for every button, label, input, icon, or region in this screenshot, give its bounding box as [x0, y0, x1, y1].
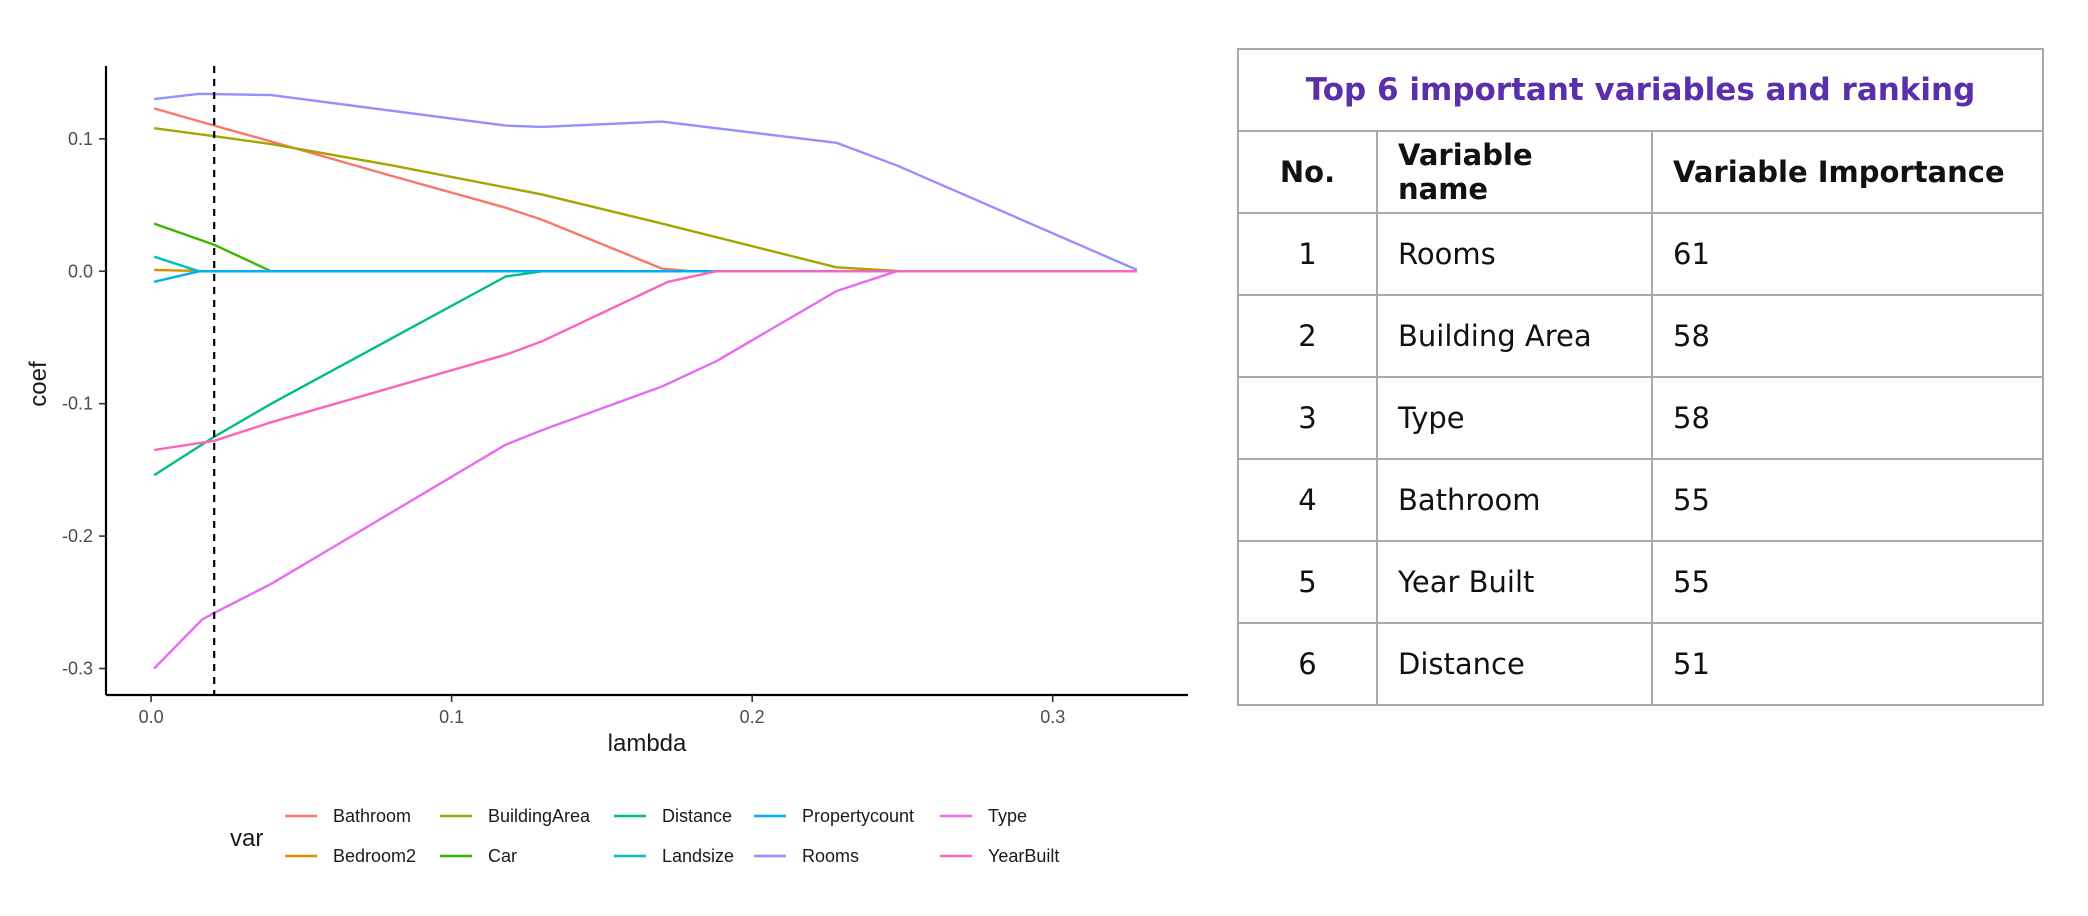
series-line-rooms [153, 92, 1138, 272]
legend-label: Bedroom2 [333, 846, 416, 866]
legend-label: BuildingArea [488, 806, 591, 826]
rank-cell: 2 [1237, 294, 1378, 378]
series-line-bathroom [153, 107, 1137, 273]
series-line-distance [153, 270, 1137, 477]
rank-cell: 5 [1237, 540, 1378, 624]
header-variable-name: Variable name [1376, 130, 1653, 214]
variable-name-cell: Rooms [1376, 212, 1653, 296]
tick-labels: 0.0 0.1 0.2 0.3 -0.3 -0.2 -0.1 0.0 0.1 [62, 129, 1065, 727]
legend-label: Rooms [802, 846, 859, 866]
importance-cell: 55 [1650, 458, 2045, 542]
series-lines [153, 92, 1138, 670]
ranking-table: Top 6 important variables and ranking No… [1236, 48, 2045, 706]
series-line-landsize [153, 255, 1137, 273]
y-tick-label: -0.1 [62, 394, 93, 414]
importance-cell: 58 [1650, 294, 2045, 378]
variable-name-cell: Year Built [1376, 540, 1653, 624]
series-line-propertycount [153, 270, 1137, 283]
table-title: Top 6 important variables and ranking [1236, 48, 2045, 132]
rank-cell: 1 [1237, 212, 1378, 296]
y-tick-label: 0.0 [68, 261, 93, 281]
axes [99, 66, 1188, 702]
x-tick-label: 0.0 [139, 707, 164, 727]
rank-cell: 6 [1237, 622, 1378, 706]
y-tick-label: -0.3 [62, 659, 93, 679]
table-row: 5 Year Built 55 [1237, 540, 2045, 624]
coefficient-path-chart: 0.0 0.1 0.2 0.3 -0.3 -0.2 -0.1 0.0 0.1 lambda co… [25, 66, 1188, 866]
y-axis-title: coef [25, 361, 52, 407]
table-row: 2 Building Area 58 [1237, 294, 2045, 378]
x-axis-title: lambda [608, 730, 687, 757]
table-header-row: No. Variable name Variable Importance [1237, 130, 2045, 214]
variable-name-cell: Distance [1376, 622, 1653, 706]
table-row: 3 Type 58 [1237, 376, 2045, 460]
legend: var Bathroom Bedroom2 BuildingArea Car Dista… [230, 806, 1059, 866]
legend-label: Bathroom [333, 806, 411, 826]
legend-title: var [230, 825, 263, 852]
importance-cell: 61 [1650, 212, 2045, 296]
rank-cell: 4 [1237, 458, 1378, 542]
series-line-car [153, 222, 1137, 273]
x-tick-label: 0.1 [439, 707, 464, 727]
header-variable-importance: Variable Importance [1650, 130, 2045, 214]
series-line-buildingarea [153, 127, 1137, 273]
variable-name-cell: Building Area [1376, 294, 1653, 378]
y-tick-label: 0.1 [68, 129, 93, 149]
legend-label: YearBuilt [988, 846, 1059, 866]
importance-cell: 51 [1650, 622, 2045, 706]
y-tick-label: -0.2 [62, 526, 93, 546]
x-tick-label: 0.3 [1040, 707, 1065, 727]
table-row: 4 Bathroom 55 [1237, 458, 2045, 542]
x-tick-label: 0.2 [740, 707, 765, 727]
legend-label: Landsize [662, 846, 734, 866]
legend-label: Type [988, 806, 1027, 826]
variable-name-cell: Bathroom [1376, 458, 1653, 542]
table-row: 1 Rooms 61 [1237, 212, 2045, 296]
legend-label: Car [488, 846, 517, 866]
rank-cell: 3 [1237, 376, 1378, 460]
importance-cell: 55 [1650, 540, 2045, 624]
header-no: No. [1237, 130, 1378, 214]
series-line-yearbuilt [153, 270, 1137, 452]
legend-label: Distance [662, 806, 732, 826]
table-title-row: Top 6 important variables and ranking [1236, 48, 2045, 132]
variable-name-cell: Type [1376, 376, 1653, 460]
series-line-type [153, 270, 1137, 670]
importance-cell: 58 [1650, 376, 2045, 460]
legend-label: Propertycount [802, 806, 914, 826]
table-row: 6 Distance 51 [1237, 622, 2045, 706]
